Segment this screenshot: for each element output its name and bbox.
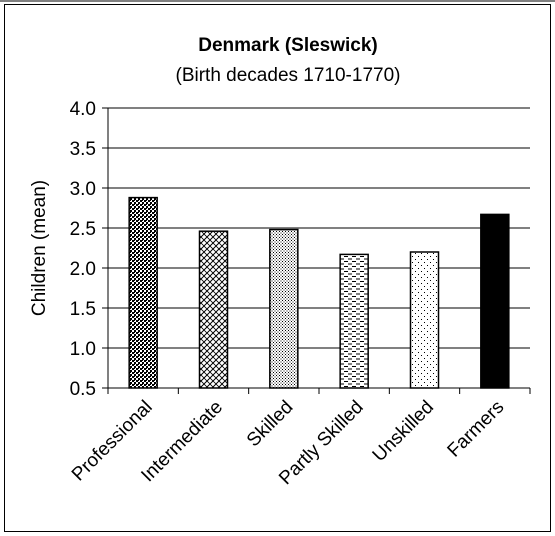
chart-title: Denmark (Sleswick) <box>198 35 378 56</box>
y-tick-label: 2.0 <box>70 259 96 280</box>
bar-intermediate <box>198 230 229 389</box>
axes <box>107 108 531 394</box>
y-tick-label: 4.0 <box>70 99 96 120</box>
gridlines <box>108 107 530 349</box>
bar-partly-skilled <box>339 253 369 389</box>
y-tick-labels: 0.5 1.0 1.5 2.0 2.5 3.0 3.5 4.0 <box>70 99 108 400</box>
bar-skilled <box>269 228 299 389</box>
bar-professional <box>128 196 158 389</box>
y-tick-label: 2.5 <box>70 219 96 240</box>
bar-unskilled <box>409 251 440 389</box>
y-tick-label: 0.5 <box>70 379 96 400</box>
y-tick-label: 1.5 <box>70 299 96 320</box>
chart-border <box>4 4 551 532</box>
y-axis-label: Children (mean) <box>29 180 50 316</box>
bar-farmers <box>480 213 510 389</box>
chart-subtitle: (Birth decades 1710-1770) <box>176 65 401 86</box>
y-tick-label: 1.0 <box>70 339 96 360</box>
y-tick-label: 3.0 <box>70 179 96 200</box>
y-tick-label: 3.5 <box>70 139 96 160</box>
